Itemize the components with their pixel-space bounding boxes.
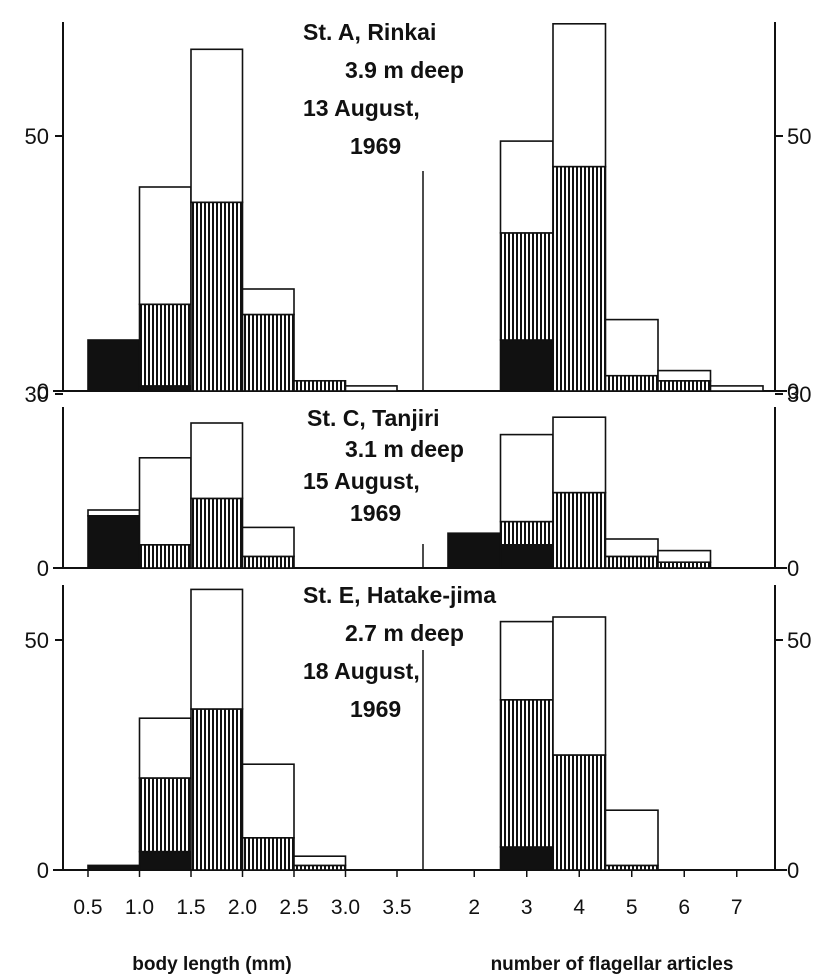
panel-1-articles-bar-hatched-2 [499,232,554,341]
y-tick-label-right: 30 [787,382,811,407]
panel-titles: St. A, Rinkai 3.9 m deep 13 August, 1969 St.… [303,19,496,722]
x-tick-label-articles: 6 [678,896,690,919]
panel-2-length-bar-hatched-3 [190,497,244,569]
panel-1-articles-bar-hatched-5 [657,379,712,392]
panel-2-length-bar-hatched-4 [241,555,295,569]
panel-3-articles-bar-open-4 [604,809,659,867]
panel-2-articles-bar-open-3 [552,416,607,494]
panel-1-articles-bar-hatched-3 [552,165,607,392]
panel-1-articles-bar-black-2 [499,339,554,392]
x-tick-label-length: 2.5 [279,896,308,919]
panel-1-length-bar-hatched-2 [138,303,192,387]
panel-2-length-bar-open-4 [241,526,295,558]
y-tick-label-left: 30 [25,382,49,407]
panel-1-title-line-3: 13 August, [303,95,420,121]
panel-1-title-line-4: 1969 [350,133,401,159]
panel-3-length-bar-open-4 [241,763,295,839]
panel-1-title-line-2: 3.9 m deep [345,57,464,83]
panel-1-articles-bar-open-4 [604,318,659,377]
panel-1-articles-bar-open-3 [552,22,607,168]
panel-2-articles-bar-hatched-2 [499,520,554,546]
panel-3-length-bar-black-1 [87,864,141,871]
panel-3-articles-bar-hatched-2 [499,698,554,848]
panel-2-title-line-1: St. C, Tanjiri [307,405,439,431]
panel-2-articles-bar-open-5 [657,549,712,563]
panel-3-length-bar-open-5 [293,855,347,867]
x-tick-label-articles: 2 [468,896,480,919]
panel-1-articles-bar-open-6 [709,385,764,392]
x-tick-label-length: 1.5 [176,896,205,919]
panel-2-length-bar-hatched-2 [138,543,192,569]
x-axis-label-body-length: body length (mm) [132,954,291,975]
panel-2-length-bar-open-3 [190,422,244,500]
panel-3-length-bar-open-2 [138,717,192,779]
panel-1-title-line-1: St. A, Rinkai [303,19,436,45]
y-tick-label-left: 50 [25,628,49,653]
panel-1-length-bar-open-3 [190,48,244,204]
panel-3-length-bar-hatched-3 [190,708,244,871]
panel-1-length-bar-open-6 [344,385,398,392]
x-tick-label-length: 0.5 [73,896,102,919]
panel-1-length-bar-open-4 [241,288,295,316]
panel-2-length-bar-black-1 [87,514,141,569]
panel-2-articles-bar-hatched-3 [552,491,607,569]
panel-1-length-bar-hatched-3 [190,201,244,392]
y-tick-label-right: 0 [787,858,799,883]
plot-layer: 0 050 500 030 300 050 500.5 1.0 1.5 2.0 2.5 3.0 3.5 2… [25,22,811,919]
panel-3-length-bar-hatched-2 [138,777,192,853]
x-tick-label-length: 3.5 [382,896,411,919]
panel-1-length-bar-open-2 [138,186,192,306]
panel-2-title-line-2: 3.1 m deep [345,436,464,462]
panel-2-articles-bar-open-2 [499,433,554,523]
panel-1-length-bar-hatched-5 [293,379,347,392]
panel-3-articles-bar-open-2 [499,620,554,701]
panel-3-title-line-1: St. E, Hatake-jima [303,582,496,608]
panel-3-length-bar-open-3 [190,588,244,710]
panel-1-length-bar-black-1 [87,339,141,392]
y-tick-label-left: 0 [37,379,49,404]
y-tick-label-left: 0 [37,556,49,581]
panel-2-length-bar-open-1 [87,509,141,517]
panel-2-length-bar-open-2 [138,456,192,546]
panel-2-articles-bar-hatched-5 [657,561,712,569]
x-tick-label-articles: 4 [573,896,585,919]
x-tick-label-length: 1.0 [125,896,154,919]
y-tick-label-left: 50 [25,124,49,149]
y-tick-label-right: 0 [787,379,799,404]
panel-2-title-line-3: 15 August, [303,468,420,494]
x-tick-label-articles: 5 [626,896,638,919]
panel-3-articles-bar-hatched-3 [552,754,607,871]
panel-2-articles-bar-black-2 [499,543,554,569]
x-tick-label-articles: 7 [731,896,743,919]
panel-3-length-bar-black-2 [138,850,192,871]
panel-3-articles-bar-black-2 [499,846,554,871]
y-tick-label-right: 0 [787,556,799,581]
panel-3-length-bar-hatched-4 [241,836,295,871]
x-tick-label-length: 2.0 [228,896,257,919]
panel-2-articles-bar-open-4 [604,538,659,558]
panel-2-articles-bar-black-1 [447,532,502,569]
panel-3-articles-bar-open-3 [552,616,607,756]
y-tick-label-right: 50 [787,124,811,149]
panel-3-title-line-2: 2.7 m deep [345,620,464,646]
panel-1-length-bar-hatched-4 [241,313,295,392]
x-tick-label-articles: 3 [521,896,533,919]
panel-2-title-line-4: 1969 [350,500,401,526]
panel-1-articles-bar-open-5 [657,369,712,382]
panel-3-title-line-3: 18 August, [303,658,420,684]
panel-1-articles-bar-open-2 [499,140,554,234]
panel-2-articles-bar-hatched-4 [604,555,659,569]
panel-3-title-line-4: 1969 [350,696,401,722]
y-tick-label-right: 50 [787,628,811,653]
x-axis-label-flagellar-articles: number of flagellar articles [491,954,734,975]
panel-1-articles-bar-hatched-4 [604,374,659,392]
y-tick-label-left: 0 [37,858,49,883]
x-tick-label-length: 3.0 [331,896,360,919]
